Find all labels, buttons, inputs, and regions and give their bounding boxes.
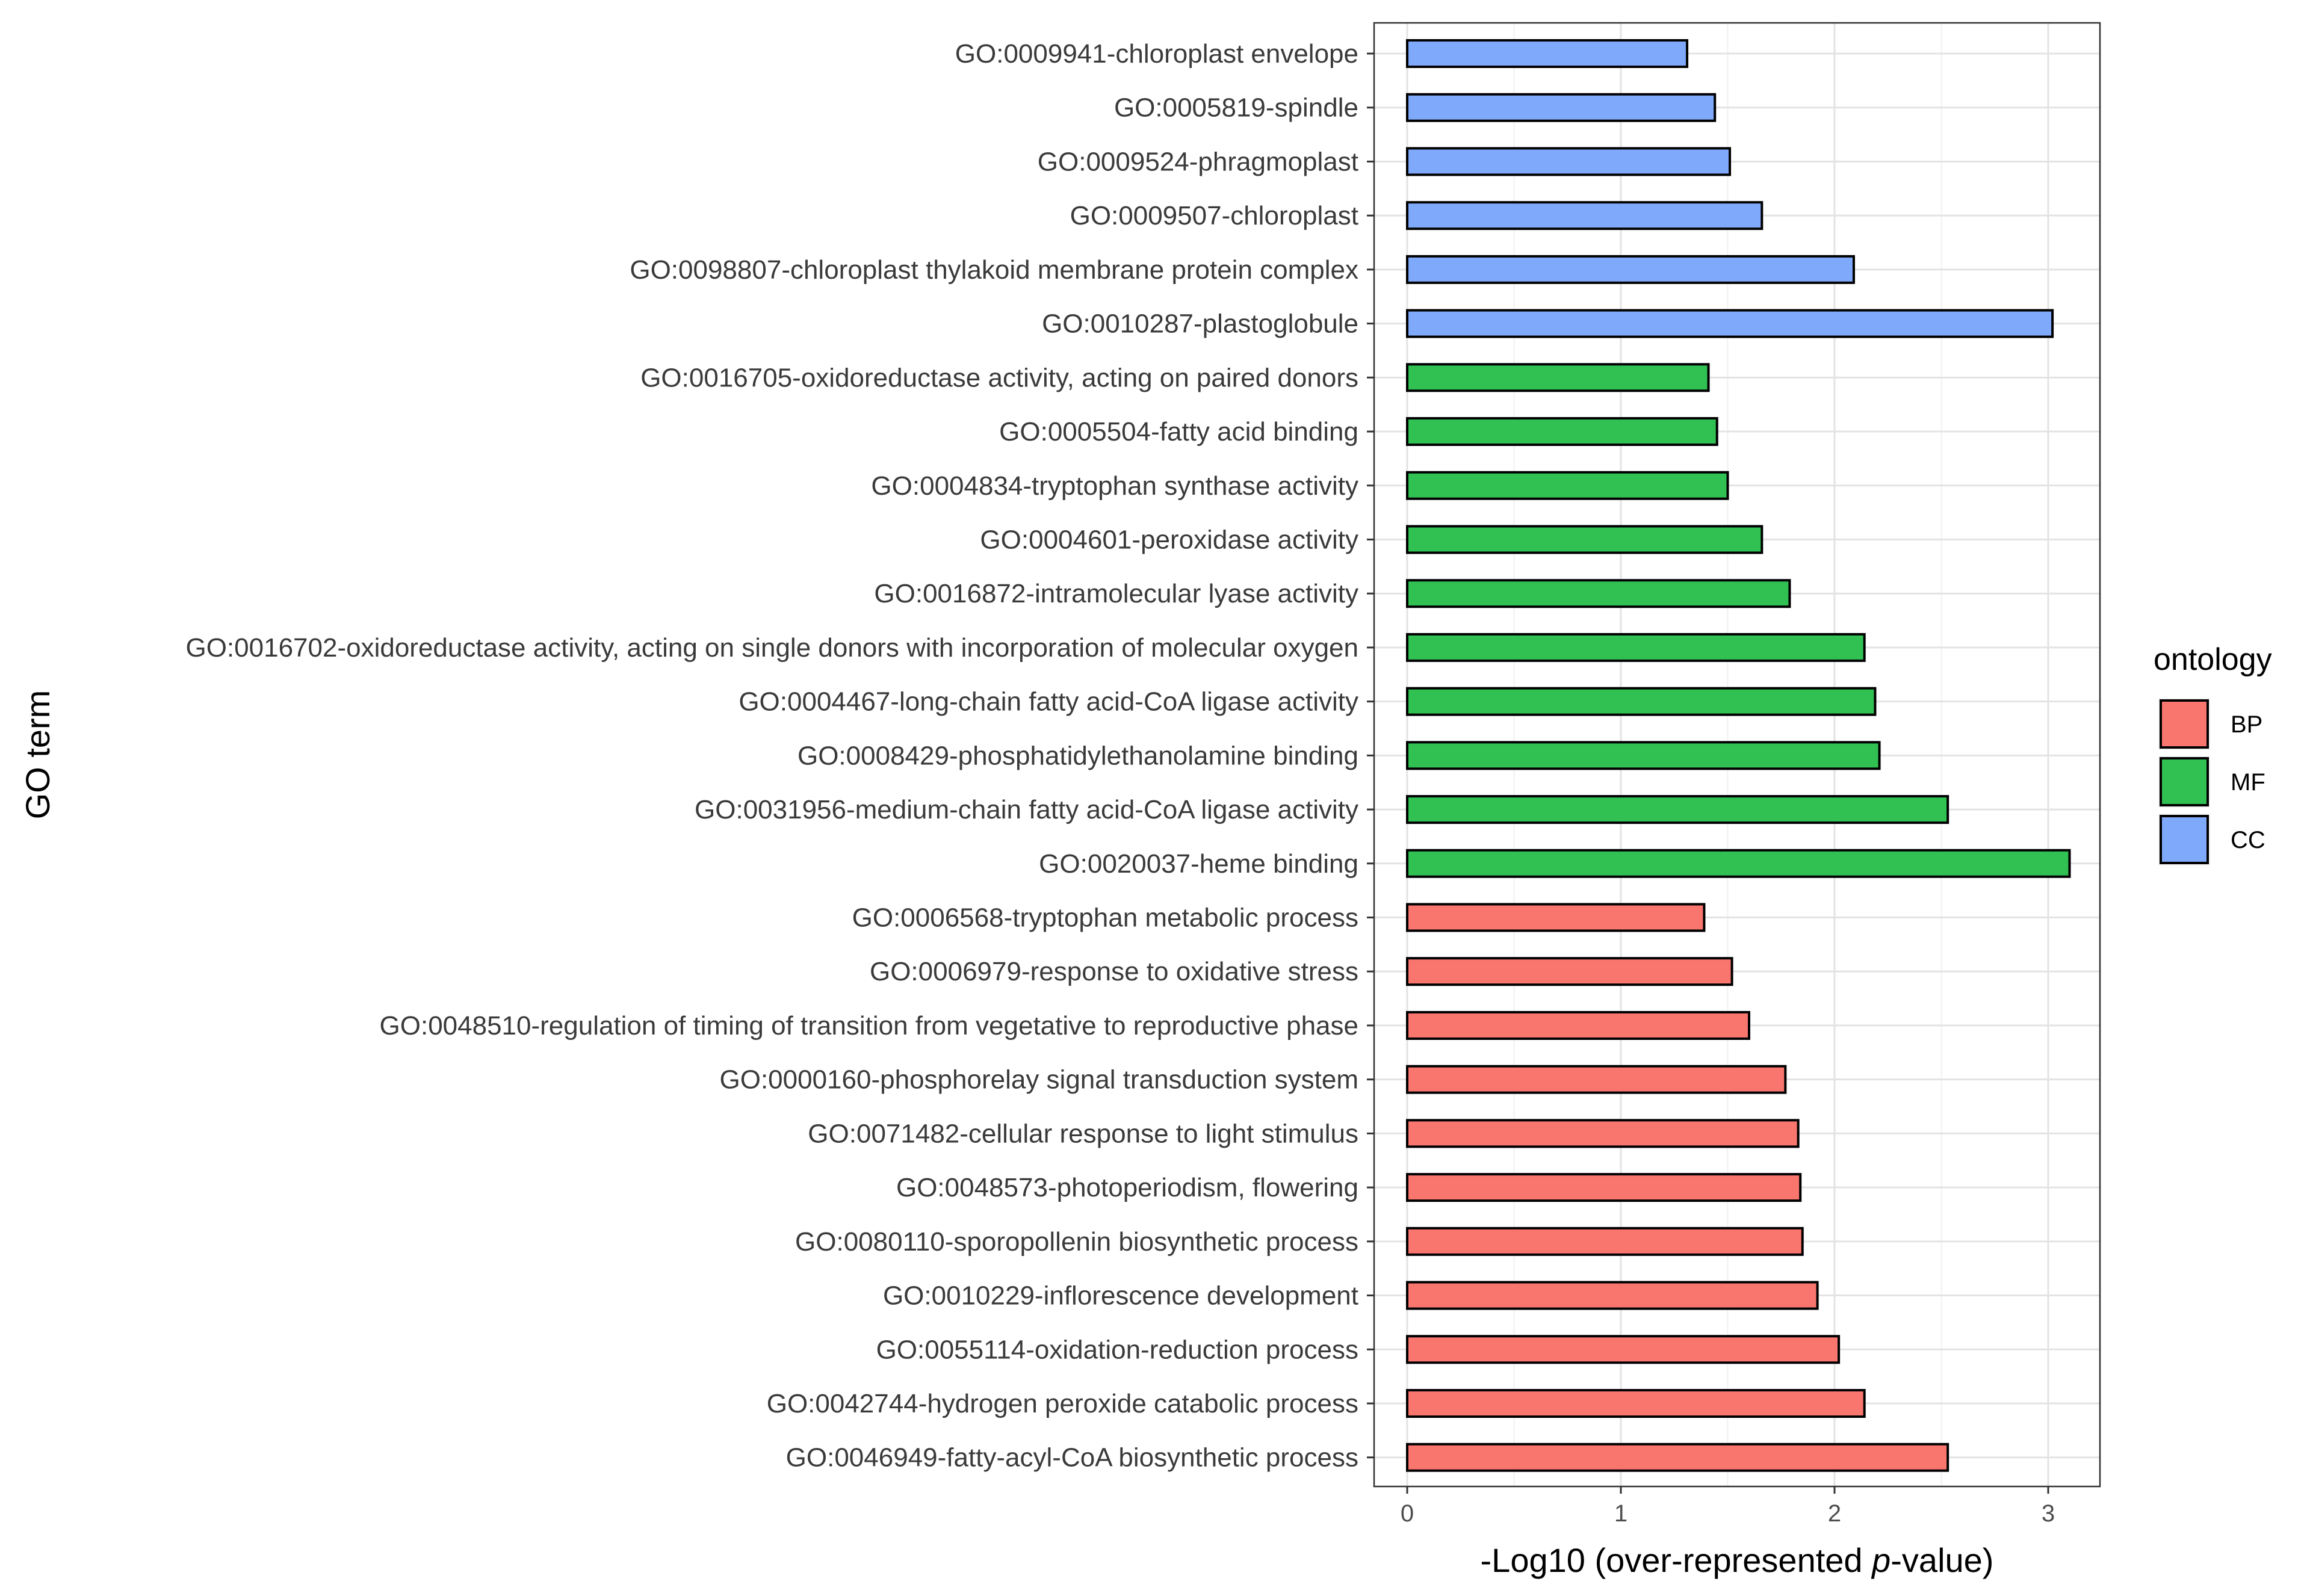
bar [1406,741,1881,770]
y-tick-label: GO:0042744-hydrogen peroxide catabolic p… [767,1389,1358,1418]
y-tick-label: GO:0000160-phosphorelay signal transduct… [720,1065,1359,1095]
bar [1406,687,1877,716]
y-tick-label: GO:0010287-plastoglobule [1042,309,1358,339]
bar [1406,39,1689,68]
legend-entries: BP MF CC [2158,698,2265,865]
y-tick-label: GO:0006568-tryptophan metabolic process [852,903,1358,933]
y-tick-label: GO:0016872-intramolecular lyase activity [874,579,1358,608]
bar [1406,147,1732,176]
x-axis-title-prefix: -Log10 (over-represented [1481,1541,1872,1579]
bar [1406,417,1718,447]
y-tick-label: GO:0055114-oxidation-reduction process [876,1335,1358,1364]
y-tick-label: GO:0046949-fatty-acyl-CoA biosynthetic p… [786,1443,1358,1473]
bar [1406,903,1706,932]
y-tick-label: GO:0080110-sporopollenin biosynthetic pr… [795,1227,1358,1257]
bar [1406,1173,1802,1202]
y-tick-label: GO:0071482-cellular response to light st… [808,1119,1358,1148]
legend-swatch [2160,815,2209,864]
legend-swatch [2160,699,2209,749]
legend-label: BP [2231,711,2262,738]
y-tick-label: GO:0004467-long-chain fatty acid-CoA lig… [739,687,1358,717]
x-axis-title-suffix: -value) [1891,1541,1993,1579]
y-tick-label: GO:0031956-medium-chain fatty acid-CoA l… [695,795,1358,824]
bar [1406,93,1717,122]
y-tick-label: GO:0048573-photoperiodism, flowering [896,1173,1358,1202]
y-tick-label: GO:0048510-regulation of timing of trans… [380,1011,1358,1041]
y-axis-title: GO term [19,690,57,820]
y-tick-label: GO:0005819-spindle [1114,93,1358,123]
bar [1406,471,1729,500]
y-tick-label: GO:0004834-tryptophan synthase activity [871,471,1358,501]
bar [1406,1389,1866,1418]
y-tick-label: GO:0009941-chloroplast envelope [955,39,1358,69]
bar [1406,255,1855,284]
y-tick-label: GO:0016705-oxidoreductase activity, acti… [640,363,1358,392]
y-tick-label: GO:0004601-peroxidase activity [980,525,1358,554]
legend-swatch [2160,757,2209,806]
y-tick-label: GO:0009524-phragmoplast [1038,147,1358,176]
legend-title: ontology [2154,642,2272,677]
bar [1406,363,1710,392]
bars [1406,39,2071,1472]
x-axis-title: -Log10 (over-represented p-value) [1481,1541,1994,1579]
bar [1406,309,2054,338]
bar [1406,525,1764,554]
bar [1406,1065,1787,1094]
x-tick-label: 0 [1401,1500,1414,1527]
x-tick-label: 2 [1828,1500,1841,1527]
bar [1406,849,2071,878]
y-tick-label: GO:0008429-phosphatidylethanolamine bind… [797,741,1358,770]
y-tick-label: GO:0009507-chloroplast [1070,201,1358,230]
bar [1406,579,1791,608]
x-tick-label: 3 [2042,1500,2055,1527]
bar [1406,795,1949,824]
bar [1406,201,1764,230]
bar [1406,1335,1841,1364]
x-tick-label: 1 [1614,1500,1627,1527]
y-tick-label: GO:0016702-oxidoreductase activity, acti… [185,633,1358,663]
y-tick-label: GO:0005504-fatty acid binding [999,417,1358,447]
y-tick-label: GO:0098807-chloroplast thylakoid membran… [630,255,1358,285]
bar [1406,1226,1804,1256]
legend-label: MF [2231,769,2265,796]
bar [1406,1443,1949,1472]
y-tick-label: GO:0006979-response to oxidative stress [870,957,1358,986]
x-axis-title-italic: p [1871,1541,1891,1579]
x-tick-labels: 0 1 2 3 [1401,1486,2055,1527]
legend-label: CC [2231,827,2265,853]
y-tick-label: GO:0020037-heme binding [1039,849,1358,879]
legend: ontology BP MF CC [2154,642,2272,865]
y-tick-labels: GO:0009941-chloroplast envelope GO:000581… [185,39,1374,1473]
y-tick-label: GO:0010229-inflorescence development [883,1281,1358,1311]
bar [1406,1119,1800,1148]
bar [1406,633,1866,662]
bar [1406,1281,1819,1310]
bar [1406,1010,1750,1040]
bar [1406,957,1733,986]
